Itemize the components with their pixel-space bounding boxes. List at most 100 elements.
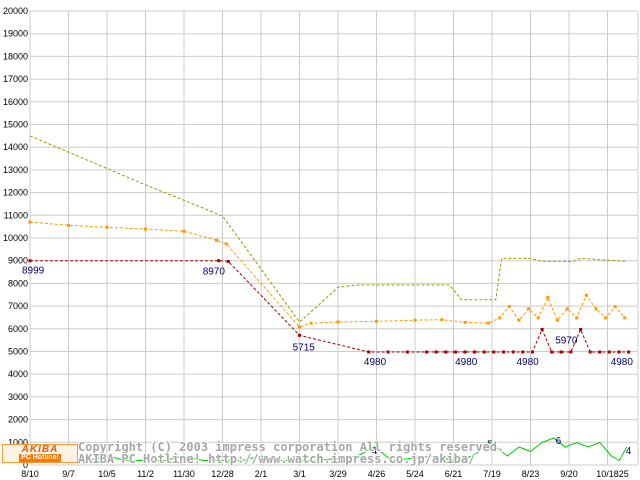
y-tick-label: 3000 (8, 392, 28, 402)
x-tick-label: 4/26 (368, 469, 386, 479)
y-tick-label: 16000 (3, 97, 28, 107)
series-high-price (29, 135, 627, 323)
series-shop-count (29, 437, 628, 462)
marker-average-price (507, 305, 511, 309)
y-tick-label: 14000 (3, 142, 28, 152)
x-tick-label: 9/20 (560, 469, 578, 479)
copyright-line2: AKIBA PC Hotline! http://www.watch.impre… (78, 452, 476, 466)
marker-lowest-price (540, 328, 544, 331)
y-tick-label: 1000 (8, 437, 28, 447)
y-tick-label: 11000 (4, 210, 28, 220)
x-tick-label: 5/24 (406, 469, 424, 479)
value-label: 4 (372, 446, 378, 457)
y-tick-label: 2000 (8, 415, 28, 425)
marker-average-price (463, 320, 467, 324)
marker-lowest-price (298, 333, 301, 337)
y-tick-label: 13000 (3, 165, 28, 175)
y-tick-label: 18000 (3, 51, 28, 61)
marker-lowest-price (627, 350, 631, 354)
y-tick-label: 9000 (8, 256, 28, 266)
x-tick-label: 6/21 (445, 469, 463, 479)
marker-lowest-price (425, 350, 429, 354)
akiba-logo: AKIBA PC Hotline! (2, 444, 78, 463)
y-tick-label: 7000 (8, 301, 28, 311)
marker-lowest-price (28, 259, 32, 263)
marker-lowest-price (453, 350, 457, 354)
marker-lowest-price (559, 350, 563, 354)
marker-average-price (604, 316, 608, 320)
x-tick-label: 10/5 (98, 469, 116, 479)
x-tick-label: 3/1 (293, 469, 306, 479)
marker-average-price (623, 316, 627, 320)
x-tick-label: 3/29 (329, 469, 347, 479)
marker-lowest-price (530, 350, 534, 354)
marker-lowest-price (463, 350, 467, 354)
x-tick-label: 25 (619, 469, 629, 479)
x-tick-label: 11/2 (137, 469, 154, 479)
marker-average-price (527, 307, 531, 311)
marker-average-price (555, 318, 559, 322)
marker-lowest-price (607, 350, 611, 354)
marker-average-price (182, 229, 186, 233)
marker-lowest-price (550, 350, 554, 354)
y-tick-label: 5000 (8, 347, 28, 357)
value-label: 8999 (22, 266, 45, 277)
marker-lowest-price (473, 350, 477, 354)
x-tick-label: 8/10 (21, 469, 39, 479)
value-label: 6 (556, 436, 562, 447)
marker-average-price (536, 316, 540, 320)
marker-average-price (584, 293, 588, 297)
copyright-overlay: Copyright (C) 2003 impress corporation A… (78, 441, 504, 465)
marker-lowest-price (492, 350, 496, 354)
value-label: 4980 (455, 357, 478, 368)
x-tick-label: 8/23 (522, 469, 540, 479)
value-label: 5970 (555, 336, 578, 347)
marker-average-price (546, 296, 550, 299)
marker-lowest-price (617, 350, 621, 354)
marker-average-price (613, 305, 617, 309)
value-label: 5 (487, 440, 493, 451)
value-label: 5715 (293, 342, 316, 353)
marker-lowest-price (502, 350, 506, 354)
marker-average-price (440, 318, 444, 322)
marker-average-price (498, 316, 502, 320)
x-tick-label: 12/28 (211, 469, 234, 479)
y-tick-label: 20000 (3, 6, 28, 16)
marker-lowest-price (217, 259, 221, 263)
marker-average-price (565, 307, 569, 311)
marker-lowest-price (588, 350, 592, 354)
value-label: 4980 (611, 357, 634, 368)
marker-average-price (224, 242, 228, 246)
x-tick-label: 2/1 (255, 469, 268, 479)
value-label: 4980 (517, 357, 540, 368)
marker-average-price (309, 321, 313, 325)
akiba-logo-subtext: PC Hotline! (19, 454, 61, 462)
marker-average-price (594, 307, 598, 311)
marker-lowest-price (367, 350, 371, 354)
marker-lowest-price (598, 350, 602, 354)
y-tick-label: 6000 (8, 324, 28, 334)
x-tick-label: 10/18 (596, 469, 619, 479)
marker-lowest-price (405, 350, 409, 354)
y-tick-label: 15000 (3, 120, 28, 130)
marker-average-price (28, 220, 32, 224)
series-average-price (29, 221, 626, 328)
marker-lowest-price (434, 350, 438, 354)
marker-average-price (517, 318, 521, 322)
value-label: 4980 (364, 357, 387, 368)
marker-lowest-price (569, 350, 573, 354)
akiba-logo-text: AKIBA (21, 444, 59, 455)
value-label: 8970 (203, 266, 226, 277)
y-tick-label: 8000 (8, 278, 28, 288)
marker-average-price (336, 320, 340, 324)
marker-average-price (575, 316, 579, 320)
y-tick-label: 10000 (3, 233, 28, 243)
marker-lowest-price (386, 350, 390, 354)
y-tick-label: 4000 (8, 369, 28, 379)
marker-lowest-price (511, 350, 515, 354)
y-tick-label: 12000 (3, 188, 28, 198)
y-tick-label: 19000 (3, 29, 28, 39)
